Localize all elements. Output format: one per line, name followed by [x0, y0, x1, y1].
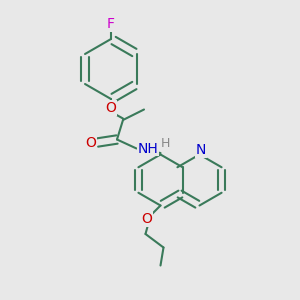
- Text: O: O: [85, 136, 96, 149]
- Text: N: N: [196, 143, 206, 157]
- Text: F: F: [107, 17, 115, 31]
- Text: O: O: [142, 212, 152, 226]
- Text: H: H: [160, 136, 170, 150]
- Text: O: O: [106, 101, 116, 115]
- Text: NH: NH: [137, 142, 158, 155]
